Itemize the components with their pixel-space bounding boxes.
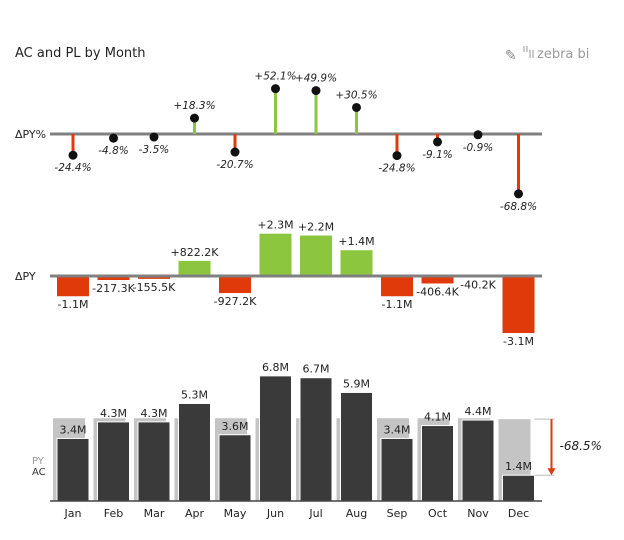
category-label: Jun [266, 507, 284, 520]
lollipop-dot-Apr [190, 113, 199, 123]
logo-bars-icon [523, 46, 534, 58]
category-label: Feb [104, 507, 123, 520]
variance-annotation: -68.5% [560, 439, 602, 453]
axis-label-dpy: ΔPY [15, 270, 36, 283]
data-label: -20.7% [216, 159, 253, 171]
delta-bar-Dec [502, 276, 535, 334]
delta-bar-Sep [381, 276, 413, 297]
ac-bar-Jun [259, 375, 292, 502]
data-label: 6.8M [262, 361, 289, 374]
data-label: -927.2K [214, 295, 257, 308]
data-label: 3.4M [60, 423, 87, 436]
data-label: -0.9% [463, 142, 493, 154]
data-label: +49.9% [295, 73, 337, 85]
lollipop-dot-Sep [392, 151, 402, 161]
lollipop-dot-Nov [473, 130, 483, 140]
zebra-bi-logo: ✎ zebra bi [505, 46, 589, 64]
data-label: 4.3M [100, 407, 127, 420]
logo-text: zebra bi [537, 47, 589, 62]
data-label: -3.1M [503, 335, 534, 348]
lollipop-dot-May [230, 147, 240, 157]
legend-py: PY [32, 456, 45, 467]
data-label: 6.7M [303, 363, 330, 376]
ac-bar-Jul [299, 377, 333, 502]
data-label: -24.4% [54, 162, 91, 174]
lollipop-dot-Feb [109, 133, 118, 143]
axis-label-dpy-pct: ΔPY% [15, 128, 46, 141]
data-label: -217.3K [92, 282, 135, 295]
ac-bar-Jan [56, 437, 90, 502]
data-label: +1.4M [338, 235, 374, 248]
data-label: 5.9M [343, 377, 370, 390]
data-label: +2.2M [298, 221, 334, 234]
delta-bar-Jan [57, 276, 89, 297]
category-label: Sep [387, 507, 408, 520]
data-label: 4.3M [141, 407, 168, 420]
data-label: -406.4K [416, 285, 459, 298]
ac-bar-Feb [97, 421, 130, 502]
data-label: -1.1M [58, 298, 89, 311]
pen-icon: ✎ [505, 48, 517, 64]
data-label: -155.5K [133, 281, 176, 294]
ac-bar-Oct [421, 425, 454, 502]
delta-bar-Jun [259, 233, 292, 276]
lollipop-dot-Jan [68, 150, 78, 160]
category-label: Mar [144, 507, 165, 520]
category-label: Apr [185, 507, 205, 520]
category-label: Jul [308, 507, 322, 520]
data-label: 1.4M [505, 460, 532, 473]
data-label: +18.3% [173, 100, 215, 112]
legend-ac: AC [32, 467, 46, 478]
data-label: 4.4M [465, 405, 492, 418]
data-label: -3.5% [139, 144, 169, 156]
data-label: +52.1% [254, 71, 296, 83]
ac-bar-Sep [380, 437, 414, 502]
category-label: Jan [64, 507, 82, 520]
delta-bar-Aug [340, 250, 373, 276]
data-label: -9.1% [422, 149, 452, 161]
ac-bar-May [218, 434, 252, 502]
lollipop-dot-Jul [311, 86, 321, 96]
data-label: 3.4M [384, 423, 411, 436]
lollipop-dot-Dec [514, 189, 523, 199]
lollipop-dot-Jun [271, 84, 280, 94]
category-label: Nov [467, 507, 489, 520]
data-label: 3.6M [222, 420, 249, 433]
data-label: -1.1M [382, 298, 413, 311]
data-label: -24.8% [378, 163, 415, 175]
lollipop-dot-Oct [433, 137, 442, 147]
category-label: Oct [428, 507, 448, 520]
delta-bar-Apr [178, 260, 211, 276]
category-label: May [224, 507, 247, 520]
ac-bar-Dec [502, 474, 535, 502]
delta-bar-May [219, 276, 251, 294]
data-label: 5.3M [181, 388, 208, 401]
data-label: -40.2K [460, 279, 496, 292]
data-label: +822.2K [171, 246, 220, 259]
delta-bar-Jul [300, 235, 332, 276]
category-label: Aug [346, 507, 367, 520]
data-label: 4.1M [424, 411, 451, 424]
ac-bar-Aug [340, 391, 373, 502]
ac-bar-Apr [178, 402, 211, 502]
arrow-down-icon [547, 468, 556, 476]
ac-bar-Mar [137, 421, 171, 502]
lollipop-dot-Aug [352, 102, 361, 112]
data-label: +30.5% [335, 89, 377, 101]
data-label: +2.3M [257, 219, 293, 232]
data-label: -68.8% [500, 201, 537, 213]
category-label: Dec [508, 507, 529, 520]
ac-bar-Nov [461, 419, 495, 502]
chart-title: AC and PL by Month [15, 46, 146, 61]
delta-bar-Feb [97, 276, 130, 280]
data-label: -4.8% [98, 145, 128, 157]
delta-bar-Oct [421, 276, 454, 284]
lollipop-dot-Mar [149, 132, 159, 142]
